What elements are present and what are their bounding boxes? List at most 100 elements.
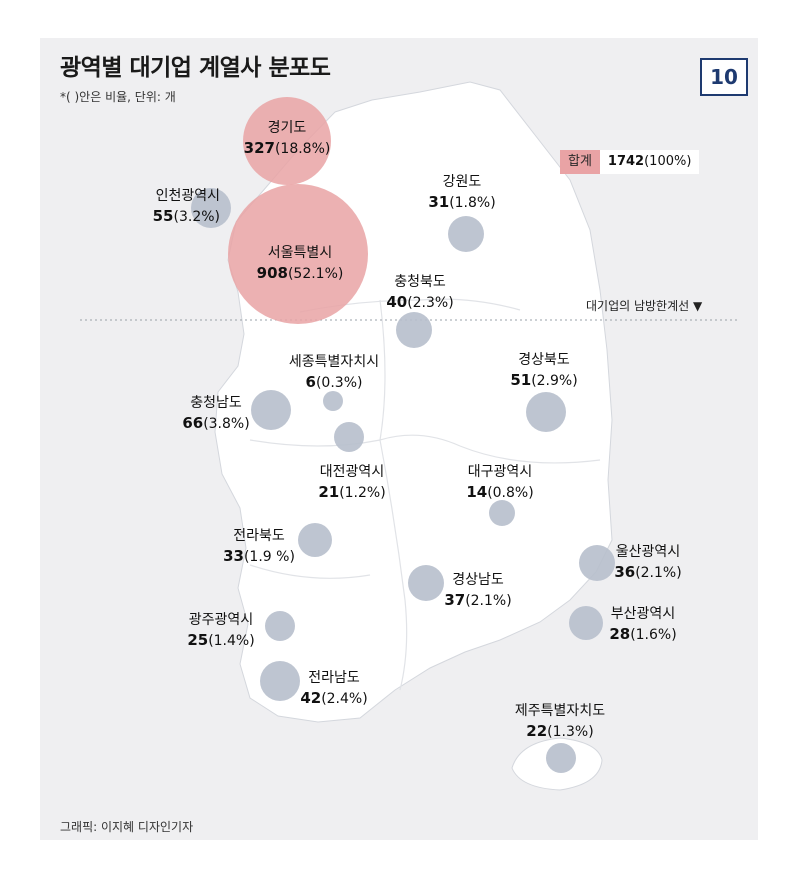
region-name: 전라북도	[233, 528, 285, 544]
region-value: 33(1.9 %)	[223, 546, 295, 567]
region-pct: (2.3%)	[407, 295, 454, 311]
region-value: 66(3.8%)	[182, 413, 249, 434]
region-label-2: 인천광역시 55(3.2%)	[153, 186, 220, 227]
region-name: 대구광역시	[467, 464, 533, 480]
region-name: 세종특별자치시	[288, 354, 380, 370]
region-pct: (2.1%)	[635, 565, 682, 581]
region-name: 강원도	[442, 174, 482, 190]
region-pct: (1.3%)	[547, 724, 594, 740]
region-label-12: 경상남도 37(2.1%)	[444, 570, 511, 611]
region-label-6: 경상북도 51(2.9%)	[510, 350, 577, 391]
region-label-15: 전라남도 42(2.4%)	[300, 668, 367, 709]
region-label-9: 대구광역시 14(0.8%)	[466, 462, 533, 503]
region-pct: (1.6%)	[630, 627, 677, 643]
bubble-15	[260, 661, 300, 701]
bubble-13	[265, 611, 295, 641]
bubble-10	[298, 523, 332, 557]
region-label-14: 부산광역시 28(1.6%)	[609, 604, 676, 645]
region-count: 14	[466, 483, 488, 501]
region-value: 28(1.6%)	[609, 624, 676, 645]
map-title: 광역별 대기업 계열사 분포도	[60, 55, 331, 81]
region-count: 42	[300, 689, 322, 707]
region-count: 55	[152, 207, 174, 225]
region-value: 40(2.3%)	[386, 292, 453, 313]
region-count: 908	[256, 264, 288, 282]
region-value: 37(2.1%)	[444, 590, 511, 611]
region-pct: (3.2%)	[173, 209, 221, 225]
bubble-8	[334, 422, 364, 452]
region-count: 28	[609, 625, 631, 643]
region-pct: (18.8%)	[274, 141, 331, 157]
region-label-8: 대전광역시 21(1.2%)	[318, 462, 385, 503]
region-value: 908(52.1%)	[257, 263, 344, 284]
region-pct: (1.8%)	[449, 195, 496, 211]
region-value: 51(2.9%)	[510, 370, 577, 391]
bubble-1	[228, 184, 368, 324]
region-label-4: 충청북도 40(2.3%)	[386, 272, 453, 313]
bubble-14	[569, 606, 603, 640]
region-pct: (0.8%)	[487, 485, 534, 501]
region-name: 충청북도	[394, 274, 446, 290]
region-label-5: 세종특별자치시 6(0.3%)	[289, 352, 379, 393]
region-name: 경기도	[267, 120, 307, 136]
region-name: 인천광역시	[155, 188, 220, 204]
region-value: 25(1.4%)	[187, 630, 254, 651]
region-label-1: 서울특별시 908(52.1%)	[257, 243, 344, 284]
region-value: 36(2.1%)	[614, 562, 681, 583]
region-name: 서울특별시	[267, 245, 333, 261]
region-count: 25	[187, 631, 209, 649]
total-value: 1742(100%)	[599, 150, 700, 174]
region-count: 31	[428, 193, 450, 211]
region-pct: (0.3%)	[315, 375, 363, 391]
bubble-9	[489, 500, 515, 526]
region-name: 제주특별자치도	[514, 703, 606, 719]
region-label-10: 전라북도 33(1.9 %)	[223, 526, 295, 567]
region-count: 37	[444, 591, 466, 609]
region-pct: (1.4%)	[208, 633, 255, 649]
total-label: 합계	[560, 150, 600, 174]
bubble-4	[396, 312, 432, 348]
bubble-2	[191, 188, 231, 228]
region-count: 33	[223, 547, 244, 565]
region-name: 충청남도	[190, 395, 242, 411]
region-value: 21(1.2%)	[318, 482, 385, 503]
total-legend: 합계 1742(100%)	[560, 150, 700, 174]
total-pct: (100%)	[644, 154, 692, 169]
region-count: 51	[510, 371, 532, 389]
region-label-16: 제주특별자치도 22(1.3%)	[515, 701, 605, 742]
region-value: 22(1.3%)	[515, 721, 605, 742]
page-number-badge: 10	[700, 58, 748, 96]
unit-note: *( )안은 비율, 단위: 개	[60, 90, 176, 104]
southern-limit-label: 대기업의 남방한계선 ▼	[586, 299, 703, 313]
region-count: 22	[526, 722, 548, 740]
region-value: 6(0.3%)	[289, 372, 379, 393]
region-name: 대전광역시	[319, 464, 385, 480]
graphic-credit: 그래픽: 이지혜 디자인기자	[60, 820, 194, 834]
region-value: 14(0.8%)	[466, 482, 533, 503]
bubble-7	[251, 390, 291, 430]
region-label-0: 경기도 327(18.8%)	[244, 118, 331, 159]
region-count: 36	[614, 563, 636, 581]
region-label-13: 광주광역시 25(1.4%)	[187, 610, 254, 651]
region-name: 부산광역시	[610, 606, 676, 622]
total-count: 1742	[607, 154, 645, 169]
region-count: 6	[305, 373, 316, 391]
region-pct: (1.2%)	[339, 485, 386, 501]
region-value: 55(3.2%)	[153, 206, 220, 227]
region-pct: (2.4%)	[321, 691, 368, 707]
bubble-11	[579, 545, 615, 581]
bubble-16	[546, 743, 576, 773]
region-label-3: 강원도 31(1.8%)	[428, 172, 495, 213]
bubble-12	[408, 565, 444, 601]
bubble-0	[243, 97, 331, 185]
region-pct: (1.9 %)	[243, 549, 295, 565]
bubble-3	[448, 216, 484, 252]
region-value: 327(18.8%)	[244, 138, 331, 159]
region-count: 21	[318, 483, 340, 501]
region-name: 울산광역시	[615, 544, 681, 560]
region-count: 66	[182, 414, 204, 432]
bubble-6	[526, 392, 566, 432]
region-value: 42(2.4%)	[300, 688, 367, 709]
region-name: 광주광역시	[188, 612, 254, 628]
